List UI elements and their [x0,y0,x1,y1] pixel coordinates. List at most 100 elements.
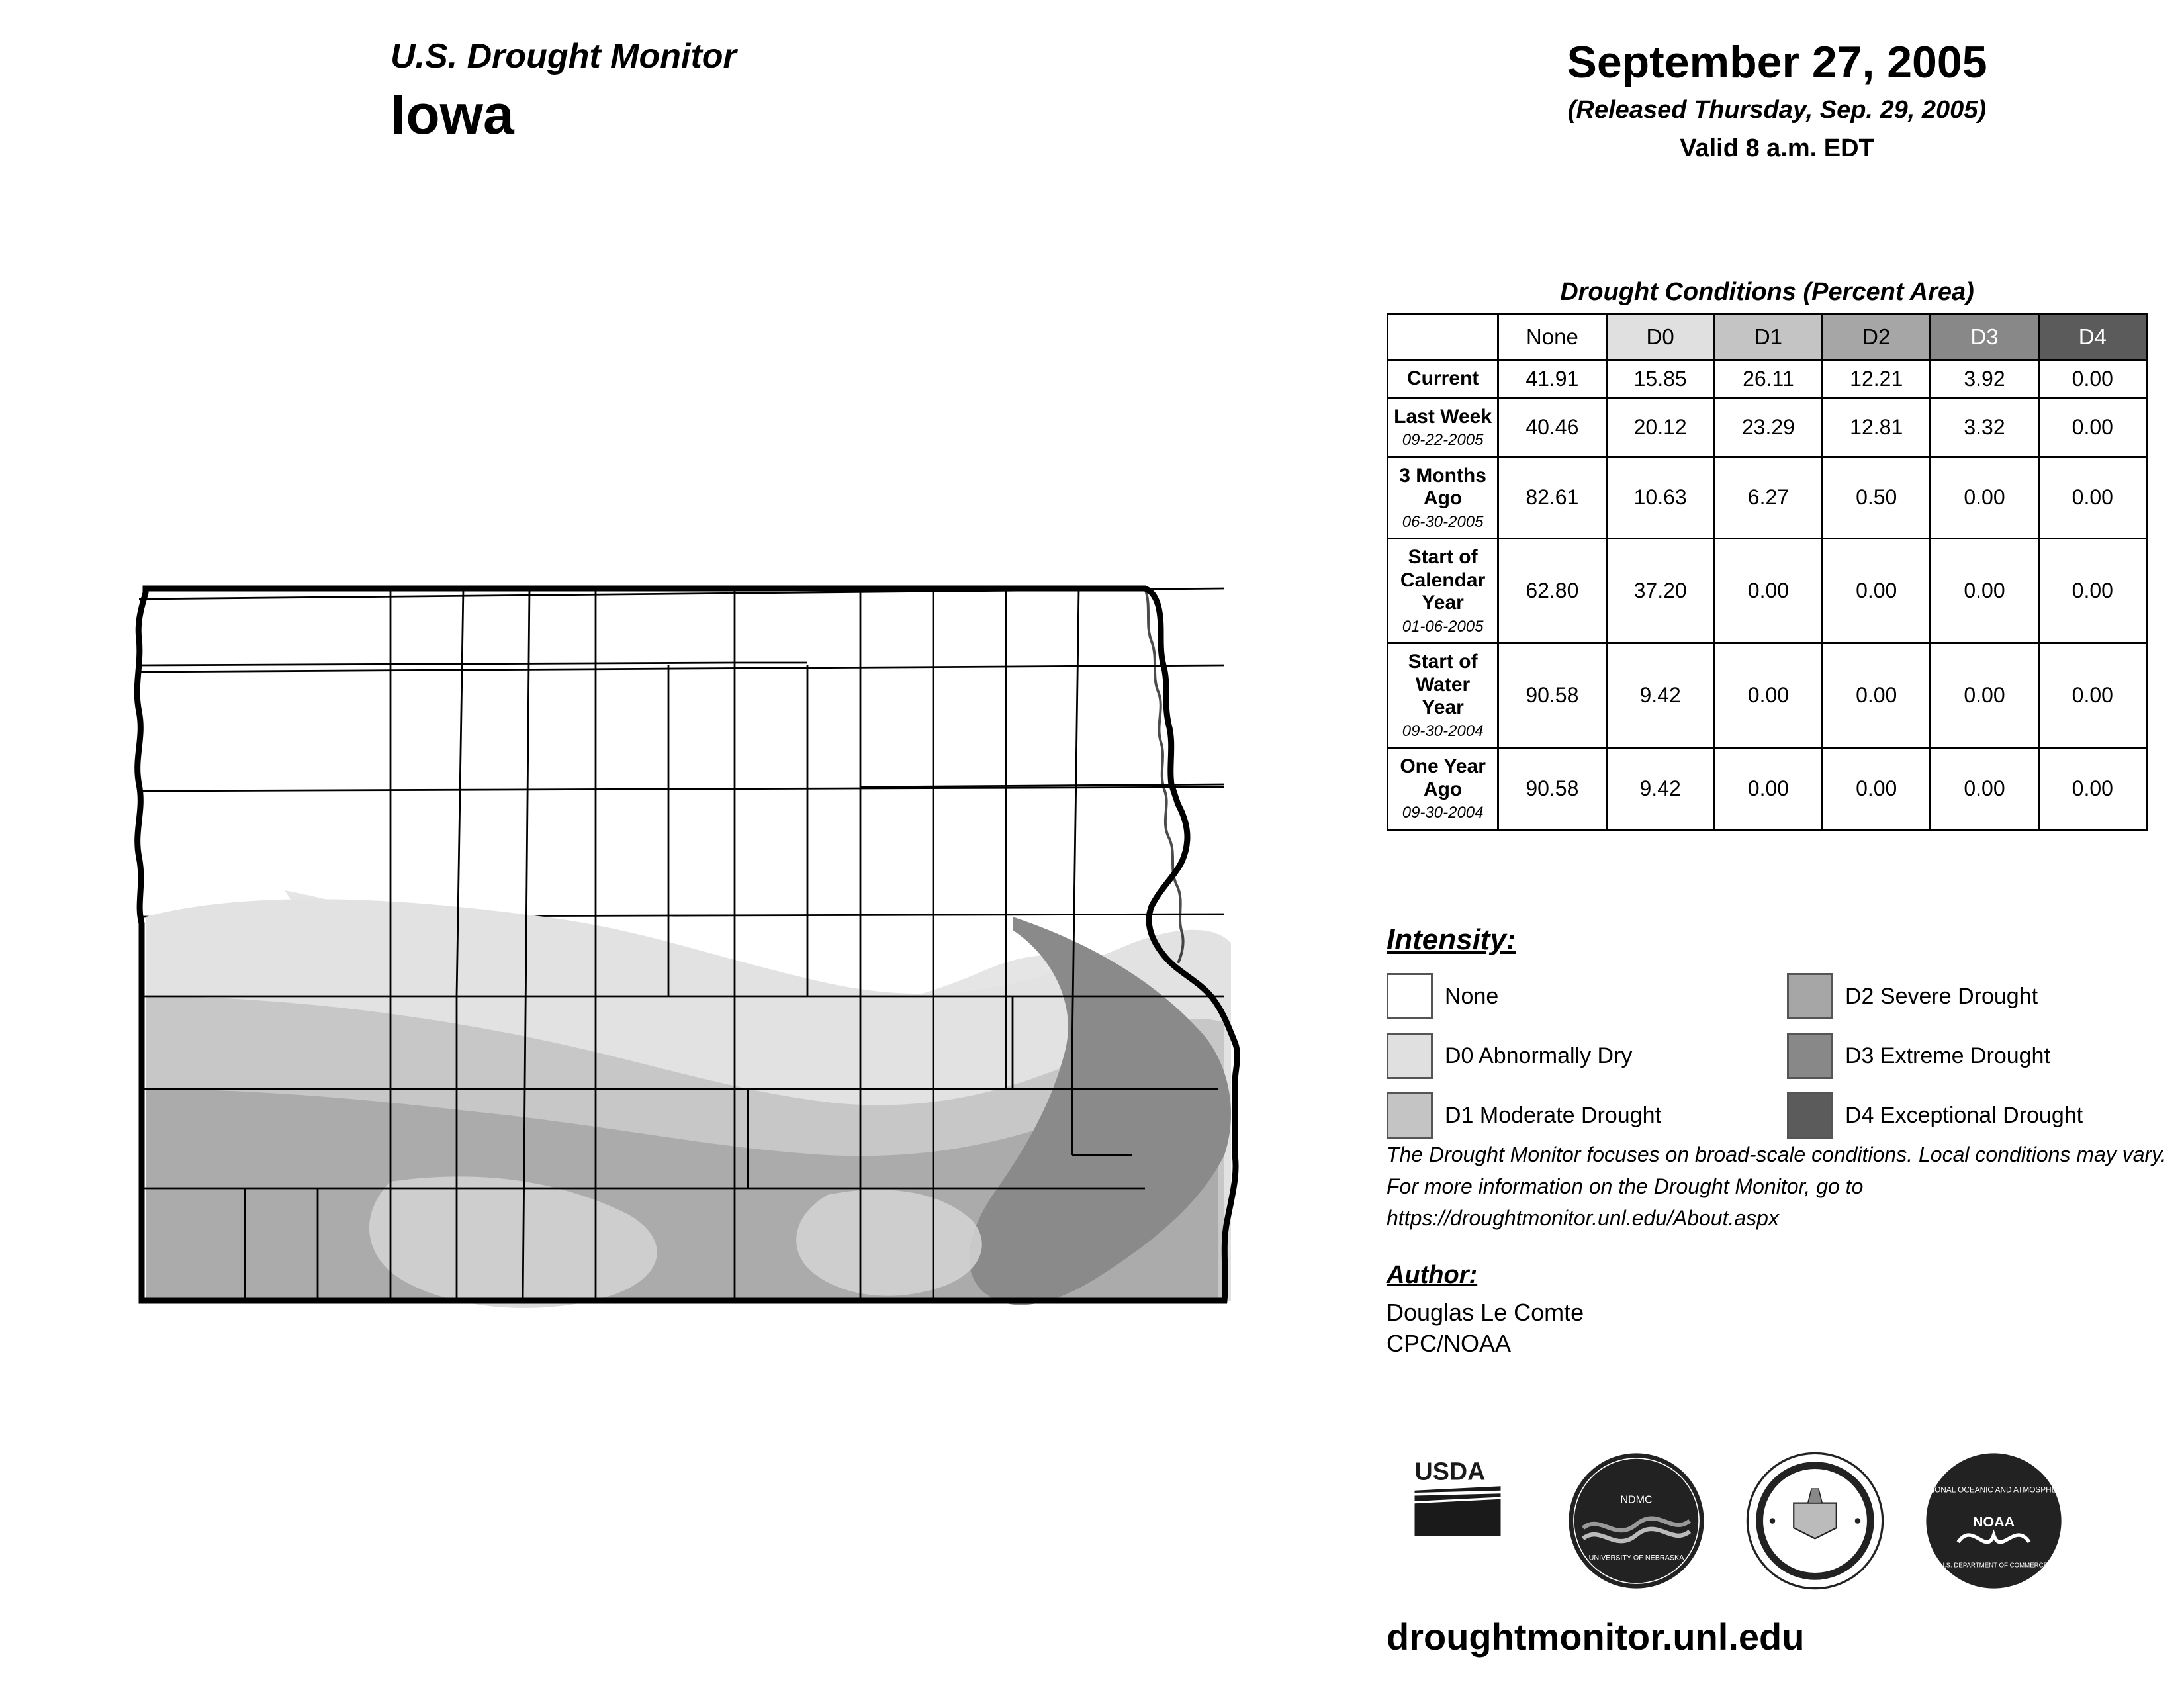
table-row-1: Last Week 09-22-2005 40.46 20.12 23.29 12.81 3… [1388,398,2147,457]
table-row-5: One Year Ago 09-30-2004 90.58 9.42 0.00 0.00 0… [1388,748,2147,830]
d2-swatch [1787,973,1833,1019]
svg-text:NATIONAL OCEANIC AND ATMOSPHER: NATIONAL OCEANIC AND ATMOSPHERIC [1923,1485,2065,1495]
header-left-block: U.S. Drought Monitor Iowa [390,36,986,147]
cell-row5-col3: 0.00 [1823,748,1931,830]
cell-row1-col3: 12.81 [1823,398,1931,457]
legend-label-d1: D1 Moderate Drought [1445,1103,1661,1129]
cell-row4-col2: 0.00 [1714,643,1822,748]
author-org: CPC/NOAA [1387,1329,2048,1360]
cell-row4-col5: 0.00 [2038,643,2146,748]
cell-row2-col0: 82.61 [1498,457,1606,539]
page-state-title: Iowa [390,83,986,147]
cell-row4-col4: 0.00 [1931,643,2038,748]
intensity-legend: Intensity: None D2 Severe Drought D0 Abn… [1387,923,2148,1139]
drought-table: None D0 D1 D2 D3 D4 Current 41.91 15.85 26.… [1387,313,2148,831]
cell-row2-col5: 0.00 [2038,457,2146,539]
cell-row0-col0: 41.91 [1498,360,1606,399]
report-valid: Valid 8 a.m. EDT [1396,134,2158,163]
cell-row5-col5: 0.00 [2038,748,2146,830]
cell-row4-col1: 9.42 [1606,643,1714,748]
cell-row3-col2: 0.00 [1714,539,1822,643]
cell-row3-col0: 62.80 [1498,539,1606,643]
d0-swatch [1387,1033,1433,1079]
cell-row1-col1: 20.12 [1606,398,1714,457]
cell-row5-col2: 0.00 [1714,748,1822,830]
cell-row2-col1: 10.63 [1606,457,1714,539]
cell-row4-col0: 90.58 [1498,643,1606,748]
row-label-4: Start of Water Year 09-30-2004 [1388,643,1498,748]
table-row-3: Start of Calendar Year 01-06-2005 62.80 37.… [1388,539,2147,643]
cell-row2-col4: 0.00 [1931,457,2038,539]
cell-row5-col0: 90.58 [1498,748,1606,830]
cell-row0-col3: 12.21 [1823,360,1931,399]
agency-logos: USDA NDMC UNIVERSITY OF NEBRASKA [1387,1450,2181,1592]
legend-item-d2: D2 Severe Drought [1787,973,2148,1019]
svg-text:USDA: USDA [1415,1458,1486,1485]
svg-text:NOAA: NOAA [1973,1514,2015,1530]
svg-text:U.S. DEPARTMENT OF COMMERCE: U.S. DEPARTMENT OF COMMERCE [1940,1562,2048,1569]
cell-row3-col4: 0.00 [1931,539,2038,643]
department-of-commerce-logo [1744,1450,1886,1592]
drought-conditions-table: Drought Conditions (Percent Area) None D… [1387,278,2148,831]
cell-row1-col5: 0.00 [2038,398,2146,457]
col-header-none: None [1498,314,1606,360]
noaa-logo: NATIONAL OCEANIC AND ATMOSPHERIC NOAA U.… [1923,1450,2065,1592]
row-label-3: Start of Calendar Year 01-06-2005 [1388,539,1498,643]
cell-row1-col2: 23.29 [1714,398,1822,457]
cell-row1-col0: 40.46 [1498,398,1606,457]
cell-row3-col5: 0.00 [2038,539,2146,643]
row-label-1: Last Week 09-22-2005 [1388,398,1498,457]
legend-title: Intensity: [1387,923,2148,957]
report-released: (Released Thursday, Sep. 29, 2005) [1396,96,2158,124]
cell-row0-col1: 15.85 [1606,360,1714,399]
cell-row0-col5: 0.00 [2038,360,2146,399]
legend-item-d3: D3 Extreme Drought [1787,1033,2148,1079]
iowa-drought-map [86,559,1277,1340]
row-label-2: 3 Months Ago 06-30-2005 [1388,457,1498,539]
legend-item-d0: D0 Abnormally Dry [1387,1033,1747,1079]
report-date: September 27, 2005 [1396,36,2158,88]
row-label-5: One Year Ago 09-30-2004 [1388,748,1498,830]
none-swatch [1387,973,1433,1019]
row-label-0: Current [1388,360,1498,399]
author-title: Author: [1387,1261,2048,1289]
table-row-4: Start of Water Year 09-30-2004 90.58 9.42 0.… [1388,643,2147,748]
svg-text:UNIVERSITY OF NEBRASKA: UNIVERSITY OF NEBRASKA [1589,1554,1685,1562]
page-subtitle: U.S. Drought Monitor [390,36,986,76]
cell-row3-col1: 37.20 [1606,539,1714,643]
col-header-d2: D2 [1823,314,1931,360]
legend-item-none: None [1387,973,1747,1019]
table-caption: Drought Conditions (Percent Area) [1387,278,2148,306]
cell-row0-col2: 26.11 [1714,360,1822,399]
cell-row5-col1: 9.42 [1606,748,1714,830]
cell-row1-col4: 3.32 [1931,398,2038,457]
col-header-d3: D3 [1931,314,2038,360]
table-row-0: Current 41.91 15.85 26.11 12.21 3.92 0.00 [1388,360,2147,399]
header-right-block: September 27, 2005 (Released Thursday, S… [1396,36,2158,163]
website-url: droughtmonitor.unl.edu [1387,1615,1804,1658]
legend-label-d3: D3 Extreme Drought [1845,1043,2050,1069]
col-header-d4: D4 [2038,314,2146,360]
d3-swatch [1787,1033,1833,1079]
author-name: Douglas Le Comte [1387,1297,2048,1329]
legend-label-d2: D2 Severe Drought [1845,984,2038,1009]
col-header-d0: D0 [1606,314,1714,360]
ndmc-logo: NDMC UNIVERSITY OF NEBRASKA [1565,1450,1707,1592]
d4-swatch [1787,1092,1833,1139]
cell-row2-col2: 6.27 [1714,457,1822,539]
legend-label-d0: D0 Abnormally Dry [1445,1043,1632,1069]
legend-label-d4: D4 Exceptional Drought [1845,1103,2083,1129]
disclaimer-text: The Drought Monitor focuses on broad-sca… [1387,1139,2181,1234]
svg-text:NDMC: NDMC [1620,1494,1653,1506]
table-row-2: 3 Months Ago 06-30-2005 82.61 10.63 6.27 0.50… [1388,457,2147,539]
legend-label-none: None [1445,984,1498,1009]
cell-row2-col3: 0.50 [1823,457,1931,539]
cell-row0-col4: 3.92 [1931,360,2038,399]
cell-row4-col3: 0.00 [1823,643,1931,748]
usda-logo: USDA [1387,1450,1529,1592]
legend-item-d1: D1 Moderate Drought [1387,1092,1747,1139]
d1-swatch [1387,1092,1433,1139]
legend-item-d4: D4 Exceptional Drought [1787,1092,2148,1139]
col-header-d1: D1 [1714,314,1822,360]
cell-row3-col3: 0.00 [1823,539,1931,643]
